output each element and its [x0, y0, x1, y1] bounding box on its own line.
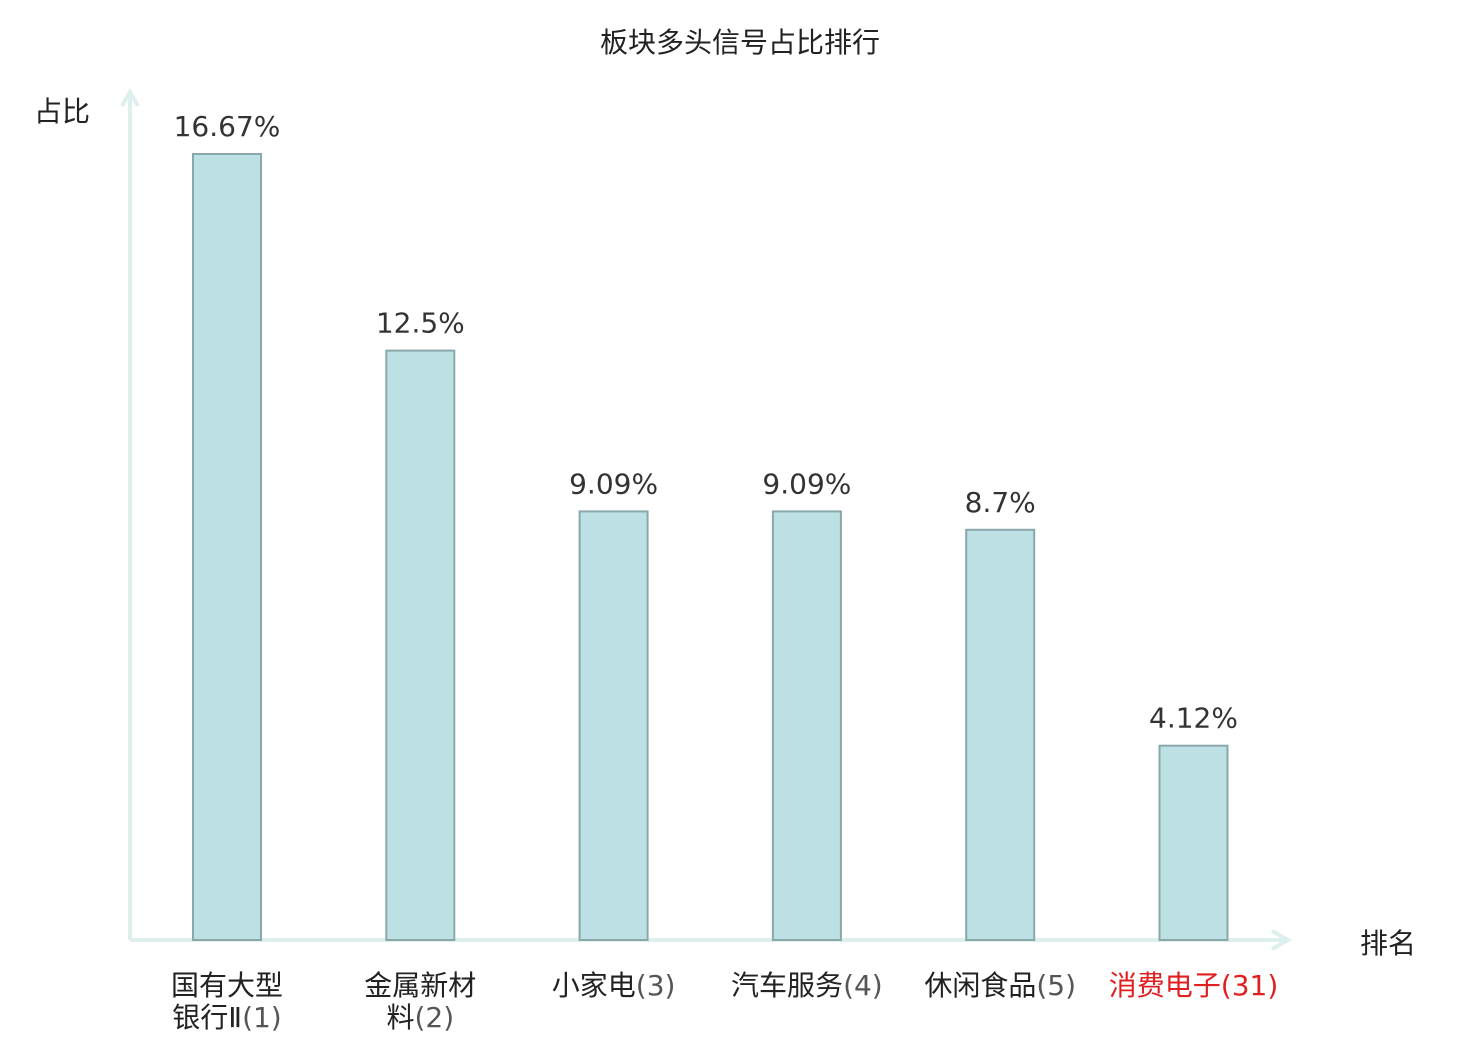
y-axis-label: 占比	[34, 95, 90, 128]
bars	[192, 153, 1229, 942]
bar	[578, 510, 649, 941]
chart-title: 板块多头信号占比排行	[600, 26, 880, 59]
category-name-line: 金属新材	[364, 969, 476, 1002]
value-label: 4.12%	[1149, 702, 1238, 735]
category-name-line: 汽车服务	[731, 969, 843, 1002]
value-label: 9.09%	[569, 467, 658, 500]
y-axis-arrowhead	[120, 87, 140, 107]
category-name-line: 国有大型	[171, 969, 283, 1002]
category-rank: (1)	[242, 1001, 282, 1034]
category-label: 消费电子(31)	[1109, 969, 1279, 1002]
category-name-line: 料	[386, 1001, 414, 1034]
category-rank: (3)	[636, 969, 676, 1002]
category-labels: 国有大型银行Ⅱ(1) 金属新材料(2) 小家电(3) 汽车服务(4) 休闲食品(5) 消费…	[171, 969, 1278, 1034]
bar	[965, 528, 1036, 941]
category-name-line: 消费电子	[1109, 969, 1221, 1002]
value-label: 9.09%	[762, 467, 851, 500]
category-label: 小家电(3)	[552, 969, 676, 1002]
axes	[120, 87, 1293, 951]
category-name-line: 小家电	[552, 969, 636, 1002]
category-label: 休闲食品(5)	[924, 969, 1076, 1002]
bar	[385, 349, 456, 942]
category-label: 金属新材料(2)	[364, 969, 476, 1034]
category-name-line: 银行Ⅱ	[172, 1001, 242, 1034]
value-label: 8.7%	[965, 486, 1036, 519]
value-labels: 16.67% 12.5% 9.09% 9.09% 8.7% 4.12%	[174, 110, 1238, 735]
x-axis-label: 排名	[1360, 927, 1416, 960]
category-rank: (31)	[1221, 969, 1278, 1002]
category-rank: (4)	[843, 969, 883, 1002]
category-rank: (5)	[1036, 969, 1076, 1002]
category-label: 国有大型银行Ⅱ(1)	[171, 969, 283, 1034]
bar	[1158, 744, 1229, 942]
category-name-line: 休闲食品	[924, 969, 1036, 1002]
bar	[192, 153, 262, 941]
bar	[771, 510, 842, 941]
category-label: 汽车服务(4)	[731, 969, 883, 1002]
x-axis-arrowhead	[1271, 929, 1293, 951]
category-rank: (2)	[414, 1001, 454, 1034]
value-label: 12.5%	[376, 307, 465, 340]
value-label: 16.67%	[174, 110, 281, 143]
